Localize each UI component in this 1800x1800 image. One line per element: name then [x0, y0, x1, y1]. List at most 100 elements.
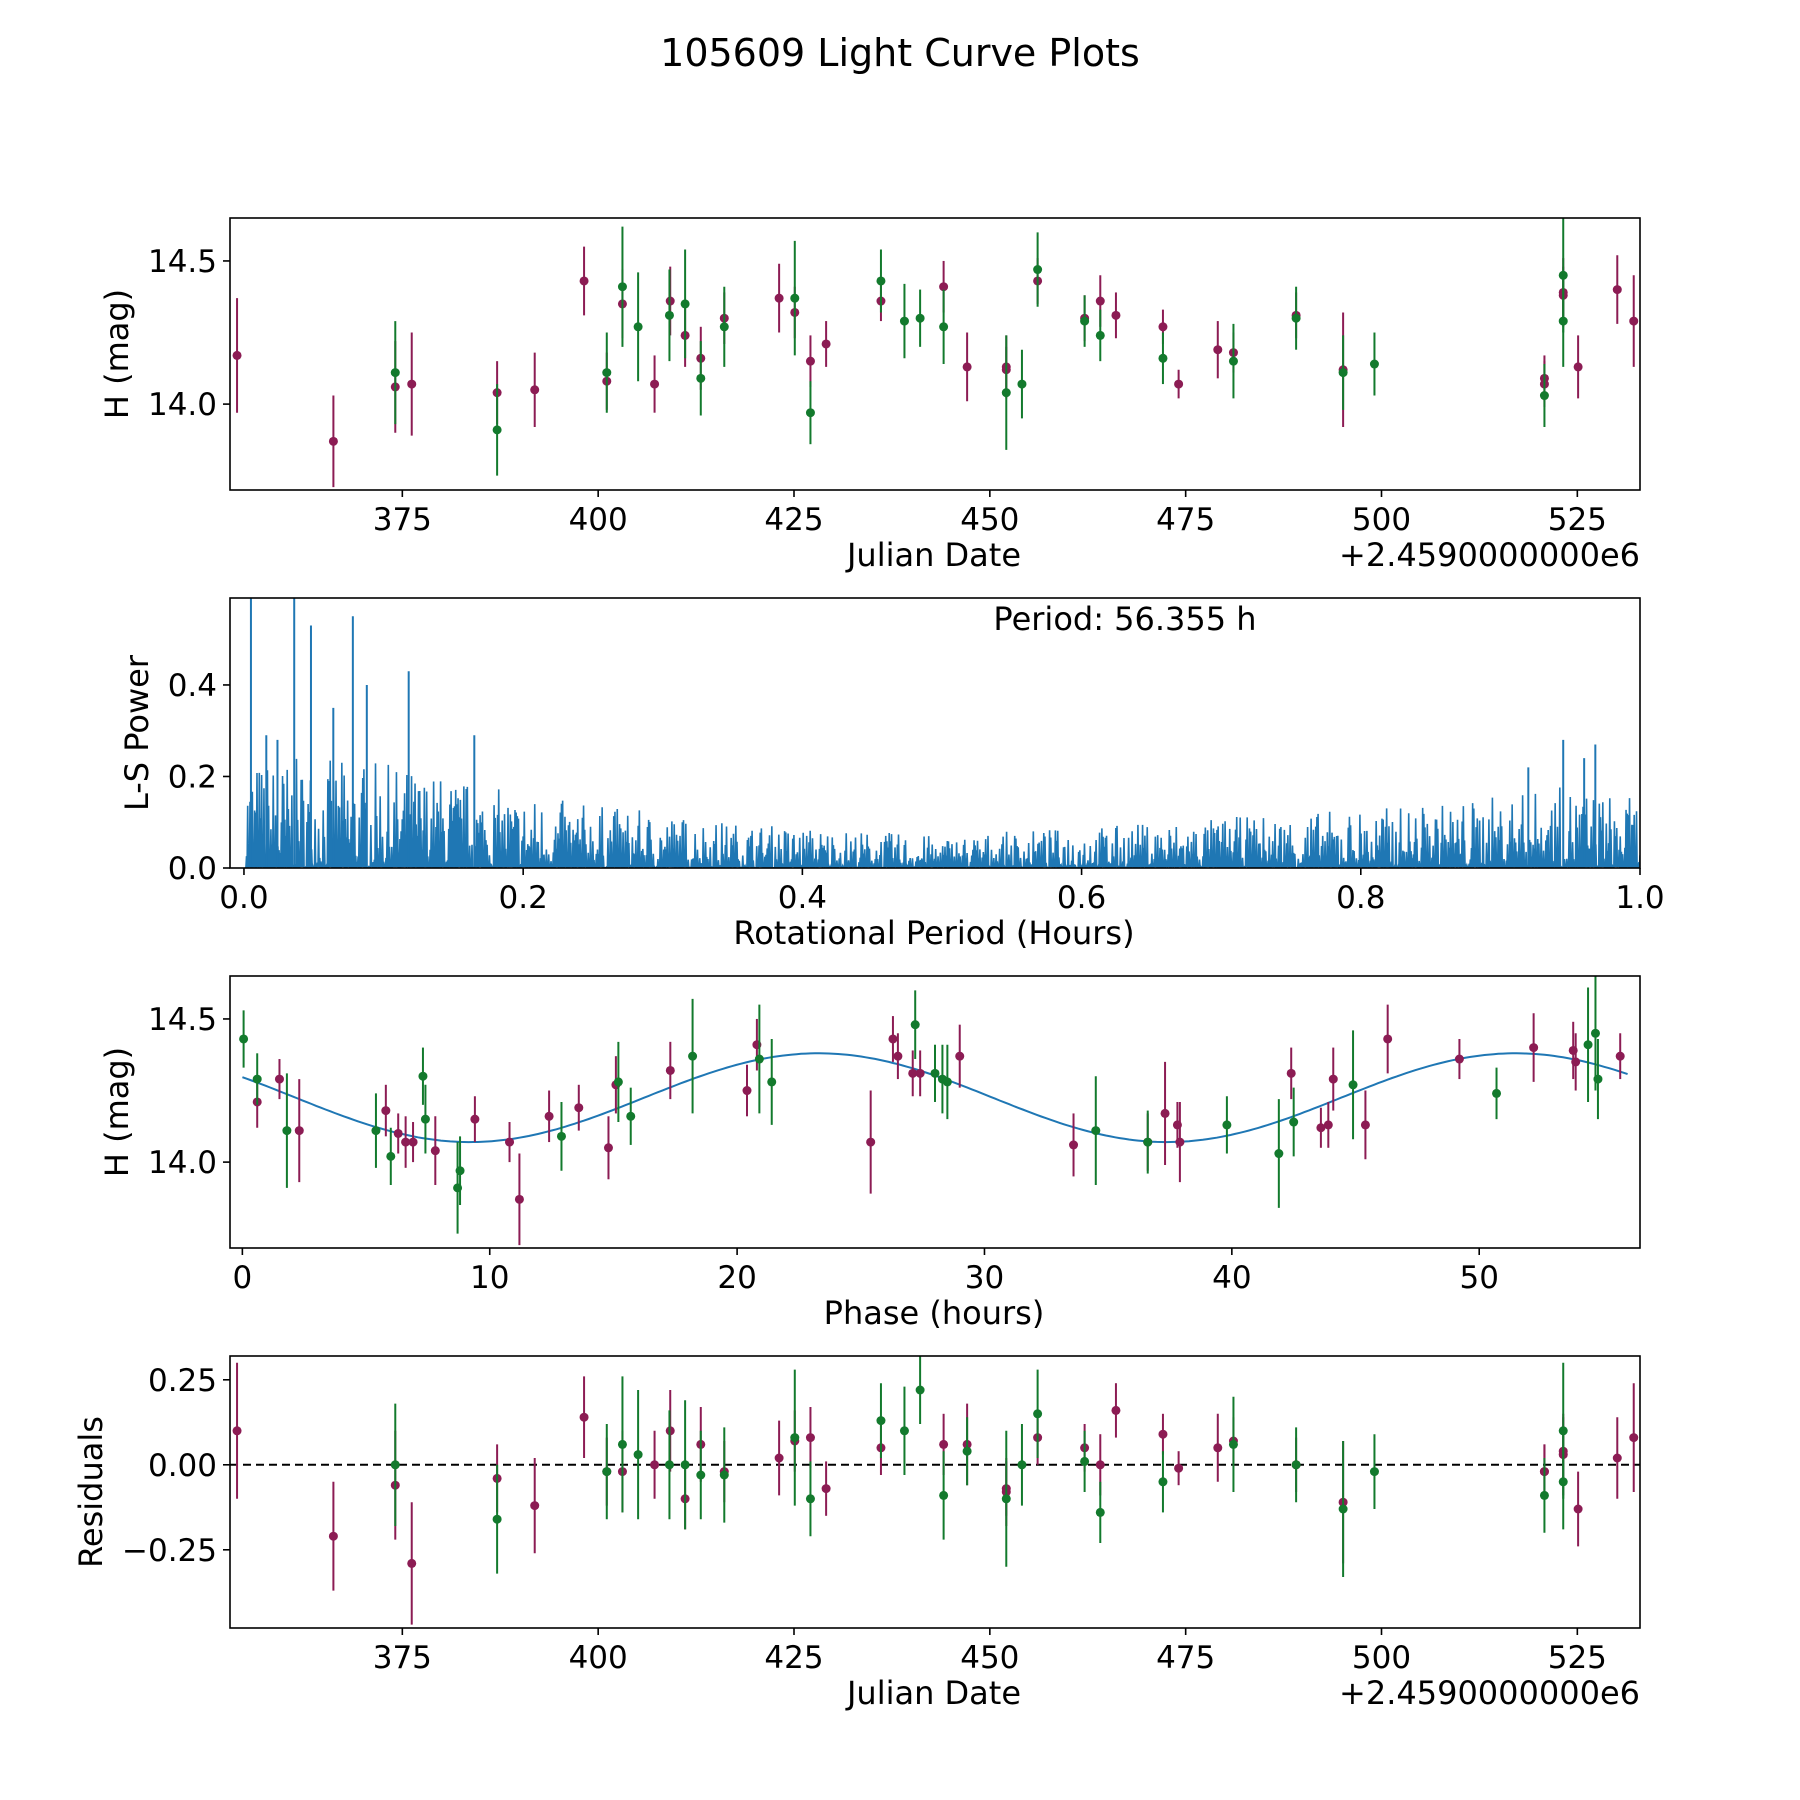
filter_a-data-point — [328, 1531, 338, 1541]
filter_b-data-point — [252, 1074, 262, 1084]
filter_a-data-point — [1111, 1405, 1121, 1415]
filter_b-data-point — [1017, 379, 1027, 389]
filter_a-data-point — [294, 1126, 304, 1136]
filter_b-data-point — [1338, 368, 1348, 378]
filter_b-data-point — [617, 1439, 627, 1449]
filter_b-data-point — [1033, 265, 1043, 275]
filter_a-data-point — [1175, 1137, 1185, 1147]
filter_a-data-point — [1095, 1460, 1105, 1470]
figure-title: 105609 Light Curve Plots — [660, 31, 1140, 75]
filter_b-data-point — [1369, 359, 1379, 369]
x-tick-label: 500 — [1352, 1640, 1411, 1676]
filter_a-data-point — [742, 1086, 752, 1096]
filter_b-data-point — [1558, 1477, 1568, 1487]
filter_a-data-point — [805, 356, 815, 366]
lightcurve-plot-area — [232, 218, 1639, 488]
filter_b-data-point — [420, 1114, 430, 1124]
filter_a-data-point — [1213, 1443, 1223, 1453]
filter_a-data-point — [505, 1137, 515, 1147]
filter_b-data-point — [1492, 1088, 1502, 1098]
x-tick-label: 425 — [764, 502, 823, 538]
x-tick-label: 0.8 — [1336, 880, 1385, 916]
filter_b-data-point — [371, 1126, 381, 1136]
filter_b-data-point — [939, 1490, 949, 1500]
filter_b-data-point — [1291, 1460, 1301, 1470]
filter_b-data-point — [805, 408, 815, 418]
x-tick-label: 450 — [960, 1640, 1019, 1676]
filter_a-data-point — [1529, 1043, 1539, 1053]
filter_b-data-point — [1158, 1477, 1168, 1487]
y-axis-label: L-S Power — [118, 654, 156, 811]
filter_b-data-point — [939, 322, 949, 332]
filter_a-data-point — [650, 1460, 660, 1470]
y-tick-label: 14.5 — [148, 1002, 217, 1038]
filter_a-data-point — [1323, 1120, 1333, 1130]
filter_a-data-point — [603, 1143, 613, 1153]
lightcurve-panel: 375 400 425 450 475 500 525 14.0 14.5 Julian Date… — [98, 217, 1641, 574]
filter_b-data-point — [696, 373, 706, 383]
filter_b-data-point — [1274, 1149, 1284, 1159]
filter_a-data-point — [1095, 296, 1105, 306]
filter_b-data-point — [962, 1446, 972, 1456]
filter_b-data-point — [930, 1068, 940, 1078]
x-axis-offset-text: +2.4590000000e6 — [1339, 536, 1640, 574]
y-axis-label: H (mag) — [98, 289, 136, 419]
filter_a-data-point — [1454, 1054, 1464, 1064]
filter_a-data-point — [407, 1558, 417, 1568]
filter_b-data-point — [602, 1467, 612, 1477]
filter_a-data-point — [530, 1501, 540, 1511]
y-tick-label: 14.0 — [148, 387, 217, 423]
x-axis-label: Rotational Period (Hours) — [733, 914, 1134, 952]
filter_b-data-point — [492, 1514, 502, 1524]
filter_a-data-point — [407, 379, 417, 389]
filter_b-data-point — [1539, 391, 1549, 401]
filter_a-data-point — [1629, 1433, 1639, 1443]
filter_a-data-point — [1573, 362, 1583, 372]
filter_a-data-point — [1213, 345, 1223, 355]
filter_a-data-point — [232, 1426, 242, 1436]
filter_a-data-point — [1383, 1034, 1393, 1044]
filter_a-data-point — [955, 1051, 965, 1061]
x-tick-label: 1.0 — [1615, 880, 1664, 916]
x-tick-label: 500 — [1352, 502, 1411, 538]
filter_b-data-point — [626, 1111, 636, 1121]
filter_b-data-point — [617, 282, 627, 292]
filter_a-data-point — [328, 436, 338, 446]
x-tick-label: 400 — [569, 502, 628, 538]
filter_b-data-point — [633, 322, 643, 332]
filter_a-data-point — [908, 1068, 918, 1078]
filter_b-data-point — [1558, 316, 1568, 326]
y-tick-label: 0.0 — [168, 851, 217, 887]
filter_b-data-point — [899, 316, 909, 326]
filter_b-data-point — [492, 425, 502, 435]
filter_a-data-point — [274, 1074, 284, 1084]
filter_b-data-point — [1289, 1117, 1299, 1127]
filter_b-data-point — [1539, 1490, 1549, 1500]
filter_a-data-point — [574, 1103, 584, 1113]
x-tick-label: 425 — [764, 1640, 823, 1676]
filter_b-data-point — [390, 1460, 400, 1470]
filter_a-data-point — [962, 362, 972, 372]
filter_a-data-point — [530, 385, 540, 395]
filter_a-data-point — [408, 1137, 418, 1147]
filter_b-data-point — [1080, 316, 1090, 326]
x-tick-label: 50 — [1459, 1260, 1498, 1296]
filter_b-data-point — [680, 299, 690, 309]
filter_a-data-point — [939, 282, 949, 292]
x-axis-offset-text: +2.4590000000e6 — [1339, 1674, 1640, 1712]
filter_a-data-point — [579, 1412, 589, 1422]
filter_a-data-point — [1612, 1453, 1622, 1463]
filter_b-data-point — [390, 368, 400, 378]
periodogram-frame — [229, 597, 1641, 869]
filter_a-data-point — [470, 1114, 480, 1124]
y-tick-label: 0.00 — [148, 1448, 217, 1484]
filter_b-data-point — [790, 1433, 800, 1443]
filter_b-data-point — [613, 1077, 623, 1087]
filter_a-data-point — [1316, 1123, 1326, 1133]
filter_a-data-point — [1571, 1057, 1581, 1067]
filter_b-data-point — [899, 1426, 909, 1436]
x-tick-label: 0 — [233, 1260, 253, 1296]
filter_b-data-point — [942, 1077, 952, 1087]
